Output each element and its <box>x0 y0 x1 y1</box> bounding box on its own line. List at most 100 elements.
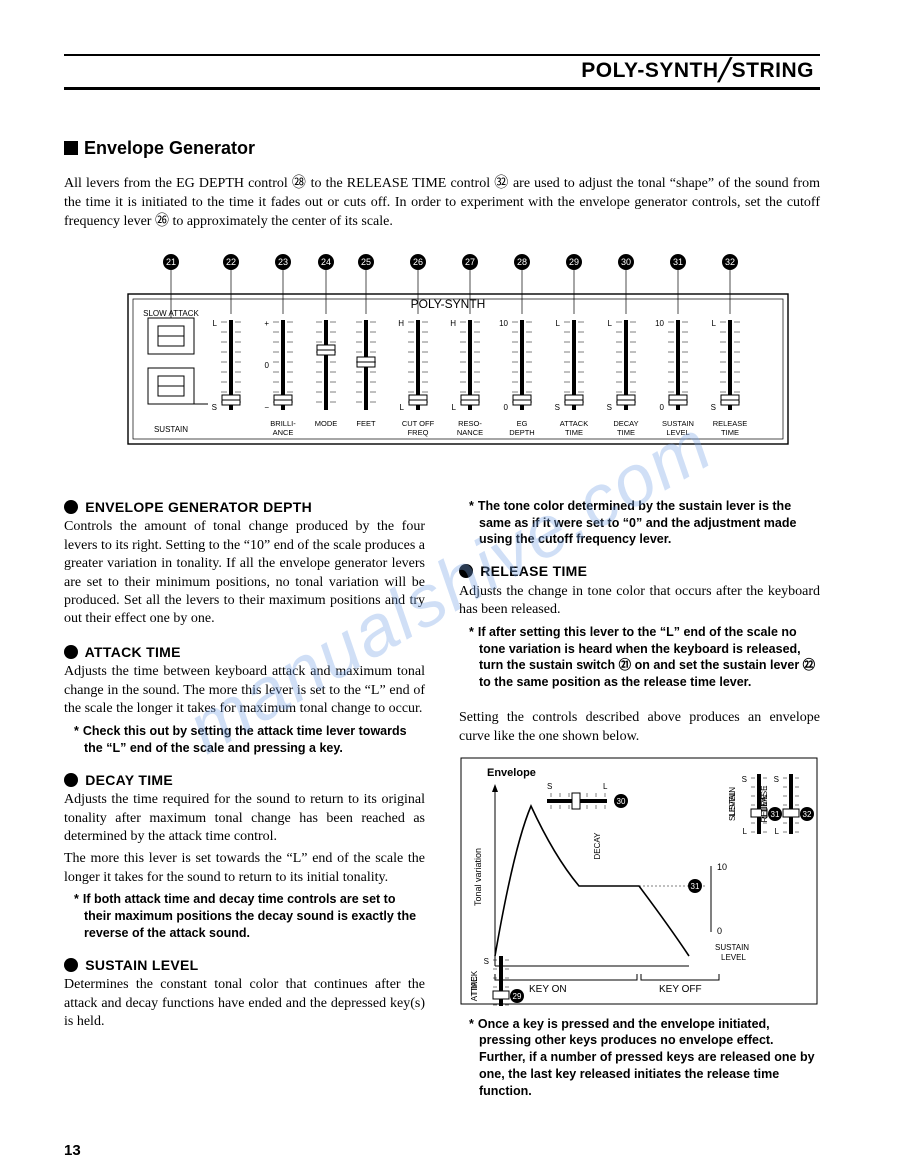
heading: RELEASE TIME <box>459 562 820 580</box>
page: POLY-SYNTH╱STRING Envelope Generator All… <box>0 0 900 1140</box>
note: If both attack time and decay time contr… <box>84 891 425 942</box>
svg-text:NANCE: NANCE <box>457 428 483 437</box>
svg-text:S: S <box>484 957 489 966</box>
heading: SUSTAIN LEVEL <box>64 956 425 974</box>
svg-text:L: L <box>743 827 748 836</box>
svg-text:0: 0 <box>265 361 270 370</box>
svg-text:TIME: TIME <box>760 795 769 814</box>
heading: DECAY TIME <box>64 771 425 789</box>
svg-text:SLOW ATTACK: SLOW ATTACK <box>143 309 199 318</box>
svg-text:TIME: TIME <box>565 428 583 437</box>
right-column: The tone color determined by the sustain… <box>459 484 820 1110</box>
svg-text:L: L <box>712 319 717 328</box>
svg-text:30: 30 <box>617 797 626 806</box>
svg-text:29: 29 <box>513 992 522 1001</box>
body-text: Determines the constant tonal color that… <box>64 976 425 1031</box>
svg-text:CUT OFF: CUT OFF <box>402 419 435 428</box>
body-text: Adjusts the change in tone color that oc… <box>459 583 820 620</box>
svg-text:DEPTH: DEPTH <box>509 428 534 437</box>
final-note: Once a key is pressed and the envelope i… <box>479 1016 820 1100</box>
svg-text:28: 28 <box>517 257 527 267</box>
left-column: ENVELOPE GENERATOR DEPTH Controls the amo… <box>64 484 425 1110</box>
svg-text:L: L <box>608 319 613 328</box>
svg-text:KEY ON: KEY ON <box>529 984 567 995</box>
svg-text:25: 25 <box>361 257 371 267</box>
note: The tone color determined by the sustain… <box>479 498 820 549</box>
svg-text:BRILLI-: BRILLI- <box>270 419 296 428</box>
svg-text:S: S <box>774 775 779 784</box>
heading: ENVELOPE GENERATOR DEPTH <box>64 498 425 516</box>
svg-text:10: 10 <box>655 319 664 328</box>
svg-text:LEVEL: LEVEL <box>728 791 737 816</box>
svg-text:Envelope: Envelope <box>487 767 536 779</box>
svg-text:L: L <box>213 319 218 328</box>
heading: ATTACK TIME <box>64 643 425 661</box>
svg-text:POLY-SYNTH: POLY-SYNTH <box>411 297 486 311</box>
svg-text:S: S <box>212 403 217 412</box>
svg-text:0: 0 <box>717 926 722 936</box>
svg-text:+: + <box>264 319 269 328</box>
svg-text:0: 0 <box>504 403 509 412</box>
svg-text:Tonal variation: Tonal variation <box>473 848 483 906</box>
svg-text:LEVEL: LEVEL <box>666 428 689 437</box>
intro-text: All levers from the EG DEPTH control ㉘ t… <box>64 175 820 232</box>
svg-text:26: 26 <box>413 257 423 267</box>
svg-text:EG: EG <box>517 419 528 428</box>
panel-diagram: POLY-SYNTH 21 22 23 24 25 26 27 28 29 30 31 32 L S + −… <box>98 250 820 460</box>
svg-text:LEVEL: LEVEL <box>721 953 746 962</box>
svg-text:29: 29 <box>569 257 579 267</box>
svg-text:10: 10 <box>717 862 727 872</box>
svg-text:KEY OFF: KEY OFF <box>659 984 702 995</box>
svg-text:H: H <box>450 319 456 328</box>
body-text: Adjusts the time between keyboard attack… <box>64 663 425 718</box>
svg-text:ANCE: ANCE <box>273 428 294 437</box>
svg-text:DECAY: DECAY <box>593 832 602 860</box>
svg-text:10: 10 <box>499 319 508 328</box>
svg-text:L: L <box>775 827 780 836</box>
svg-text:21: 21 <box>166 257 176 267</box>
svg-text:H: H <box>398 319 404 328</box>
svg-text:S: S <box>555 403 560 412</box>
note: Check this out by setting the attack tim… <box>84 723 425 757</box>
svg-text:32: 32 <box>803 810 812 819</box>
header-banner: POLY-SYNTH╱STRING <box>64 54 820 90</box>
svg-text:TIME: TIME <box>470 977 479 996</box>
svg-text:TIME: TIME <box>721 428 739 437</box>
svg-text:SUSTAIN: SUSTAIN <box>715 943 749 952</box>
svg-text:ATTACK: ATTACK <box>560 419 588 428</box>
svg-text:FEET: FEET <box>356 419 376 428</box>
note: If after setting this lever to the “L” e… <box>479 624 820 692</box>
svg-text:−: − <box>264 403 269 412</box>
svg-text:RELEASE: RELEASE <box>713 419 748 428</box>
svg-text:SUSTAIN: SUSTAIN <box>662 419 694 428</box>
svg-text:31: 31 <box>771 810 780 819</box>
page-number: 13 <box>64 1142 81 1159</box>
columns: ENVELOPE GENERATOR DEPTH Controls the amo… <box>64 484 820 1110</box>
svg-text:0: 0 <box>660 403 665 412</box>
envelope-chart: Envelope Tonal variation KEY ON KEY OFF … <box>459 756 820 1012</box>
svg-text:SUSTAIN: SUSTAIN <box>154 425 188 434</box>
svg-text:S: S <box>607 403 612 412</box>
svg-text:TIME: TIME <box>617 428 635 437</box>
svg-text:S: S <box>547 782 552 791</box>
body-text: Controls the amount of tonal change prod… <box>64 518 425 629</box>
svg-text:27: 27 <box>465 257 475 267</box>
svg-text:DECAY: DECAY <box>613 419 638 428</box>
svg-text:FREQ: FREQ <box>408 428 429 437</box>
svg-text:MODE: MODE <box>315 419 338 428</box>
svg-text:22: 22 <box>226 257 236 267</box>
svg-text:32: 32 <box>725 257 735 267</box>
svg-text:L: L <box>400 403 405 412</box>
body-text: Adjusts the time required for the sound … <box>64 791 425 846</box>
svg-text:L: L <box>603 782 608 791</box>
svg-text:24: 24 <box>321 257 331 267</box>
svg-text:31: 31 <box>673 257 683 267</box>
svg-text:S: S <box>711 403 716 412</box>
svg-text:L: L <box>556 319 561 328</box>
svg-text:23: 23 <box>278 257 288 267</box>
body-text: The more this lever is set towards the “… <box>64 850 425 887</box>
svg-text:L: L <box>452 403 457 412</box>
body-text: Setting the controls described above pro… <box>459 709 820 746</box>
section-title: Envelope Generator <box>64 138 820 159</box>
svg-text:30: 30 <box>621 257 631 267</box>
